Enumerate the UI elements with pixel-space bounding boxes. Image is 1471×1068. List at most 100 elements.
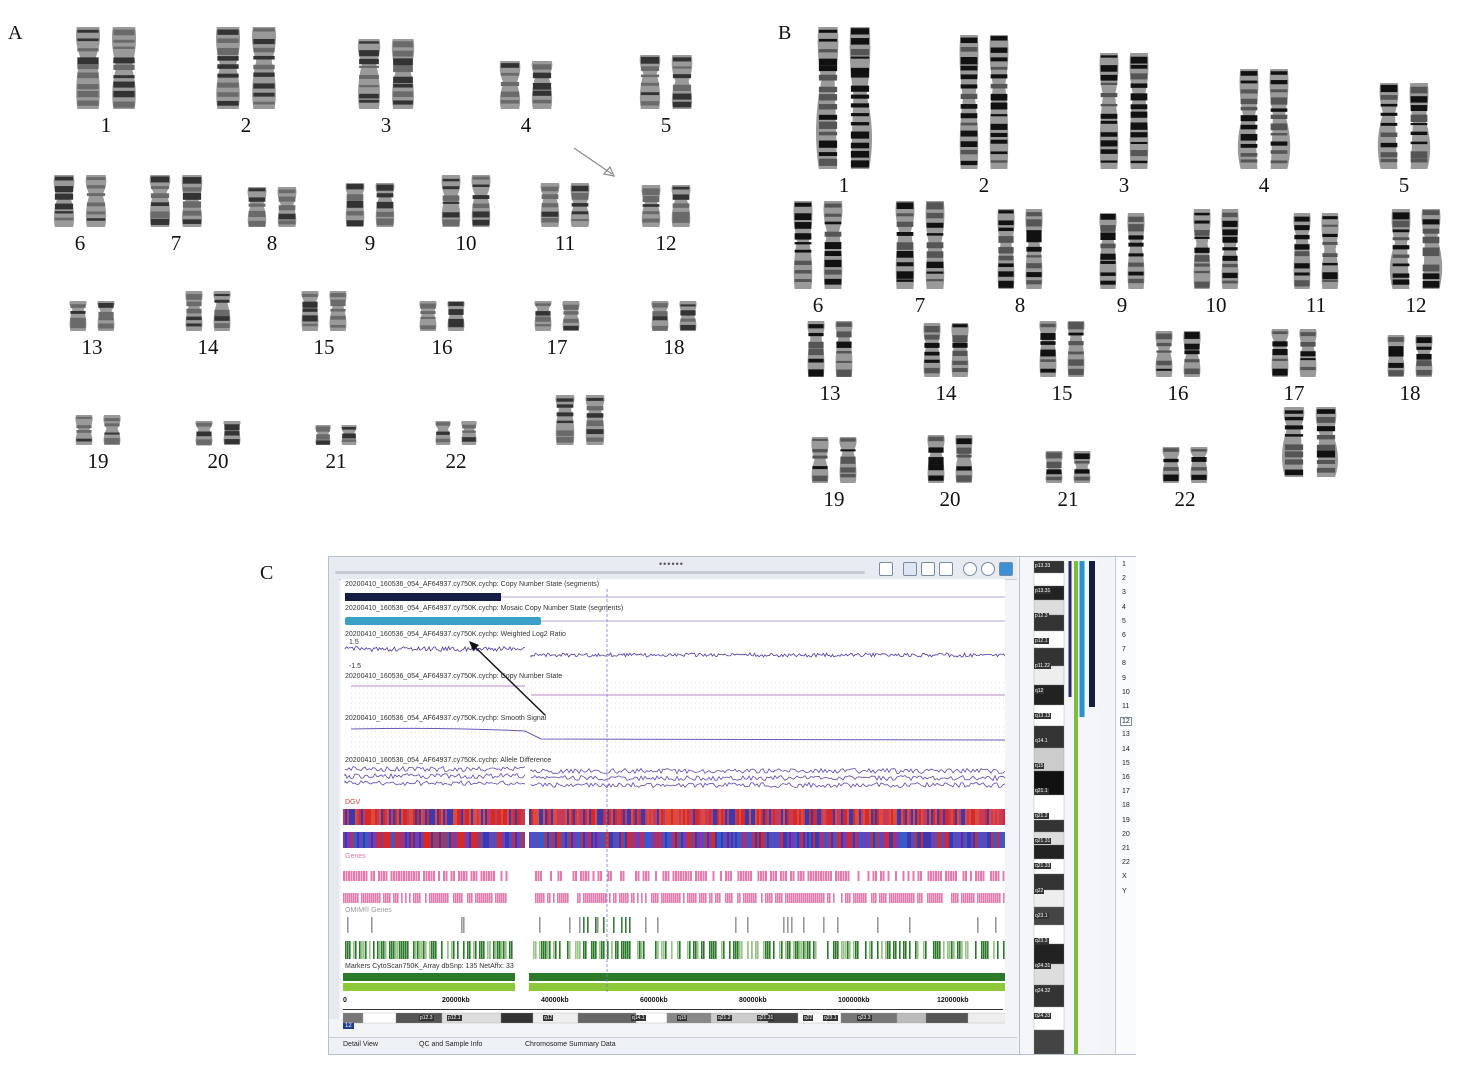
chromosome-list-item-8[interactable]: 8: [1122, 660, 1126, 668]
panel-a-chromosome-15: 15: [284, 288, 364, 358]
tab-qc-sample-info[interactable]: QC and Sample Info: [419, 1041, 483, 1048]
panel-b-chromosome-label: 9: [1116, 293, 1128, 317]
panel-a-chromosome-pair-17: [534, 301, 580, 331]
chromosome-ideogram-horizontal[interactable]: [341, 1011, 1005, 1025]
chromosome-list-item-6[interactable]: 6: [1122, 632, 1126, 639]
band-label: q21.2: [717, 1015, 732, 1021]
chromosome-list-item-11[interactable]: 11: [1122, 703, 1130, 710]
panel-b-chromosome-pair-20: [927, 435, 973, 483]
panel-b-chromosome-pair-9: [1099, 213, 1145, 289]
chromosome-list-item-4[interactable]: 4: [1122, 603, 1126, 611]
panel-b-chromosome-pair-6: [793, 201, 843, 289]
tab-detail-view[interactable]: Detail View: [343, 1041, 378, 1048]
panel-a-chromosome-label: 10: [455, 231, 477, 255]
band-label: q14.1: [631, 1015, 646, 1021]
chromosome-list-item-16[interactable]: 16: [1122, 774, 1130, 781]
zoom-out-icon[interactable]: [981, 562, 995, 576]
side-band-label: q23.1: [1034, 913, 1049, 919]
chromosome-list-item-X[interactable]: X: [1122, 873, 1127, 881]
panel-a-chromosome-pair-21: [315, 425, 357, 445]
toolbar: ••••••: [329, 557, 1017, 580]
panel-a-letter: A: [8, 22, 23, 44]
panel-a-chromosome-pair-2: [215, 27, 277, 109]
chromosome-list-item-7[interactable]: 7: [1122, 646, 1126, 654]
lock-icon[interactable]: [879, 562, 893, 576]
panel-b-chromosome-pair-10: [1193, 209, 1239, 289]
side-band-label: q21.1: [1034, 788, 1049, 794]
chromosome-list-item-5[interactable]: 5: [1122, 617, 1126, 625]
panel-a-sex-chromosome-pair: [555, 395, 605, 445]
panel-b-chromosome-2: 2: [944, 32, 1024, 196]
panel-b-chromosome-5: 5: [1364, 80, 1444, 196]
chromosome-list-item-13[interactable]: 13: [1122, 731, 1130, 739]
panel-b-chromosome-label: 21: [1057, 487, 1079, 511]
chromosome-list-item-3[interactable]: 3: [1122, 589, 1126, 597]
axis-tick-label: 80000kb: [739, 997, 767, 1004]
axis-tick-label: 20000kb: [442, 997, 470, 1004]
panel-a-chromosome-pair-22: [435, 421, 477, 445]
drag-handle[interactable]: ••••••: [659, 559, 684, 569]
chromosome-list-item-Y[interactable]: Y: [1122, 887, 1127, 895]
chromosome-list-item-12[interactable]: 12: [1120, 717, 1132, 727]
panel-b-chromosome-pair-18: [1387, 335, 1433, 377]
panel-a-chromosome-pair-5: [639, 55, 693, 109]
panel-b-chromosome-12: 12: [1376, 206, 1456, 316]
track-title-allele: 20200410_160536_054_AF64937.cy750K.cychp…: [345, 757, 552, 764]
chromosome-list-item-20[interactable]: 20: [1122, 830, 1130, 838]
panel-b-chromosome-16: 16: [1138, 328, 1218, 404]
panel-b-sex-chromosome-pair: [1281, 407, 1339, 477]
chromosome-list-item-9[interactable]: 9: [1122, 674, 1126, 682]
karyotype-panel-b: 1 2 3 4 5 6 7 8 9 10 11 12 13 14 15 16 17 18 19 20 21 22: [0, 0, 1471, 530]
chromosome-list-item-15[interactable]: 15: [1122, 759, 1130, 767]
chromosome-list-item-2[interactable]: 2: [1122, 575, 1126, 583]
panel-b-chromosome-label: 12: [1405, 293, 1427, 317]
panel-b-chromosome-pair-15: [1039, 321, 1085, 377]
panel-a-chromosome-13: 13: [52, 298, 132, 358]
chromosome-list-item-21[interactable]: 21: [1122, 845, 1130, 852]
chromosome-ideogram-vertical[interactable]: p13.33 p13.31 p12.3 p12.1 p11.22 q12 q13.13 q14…: [1019, 557, 1098, 1054]
panel-b-chromosome-label: 8: [1014, 293, 1026, 317]
tab-chromosome-summary[interactable]: Chromosome Summary Data: [525, 1041, 616, 1048]
panel-b-chromosome-label: 16: [1167, 381, 1189, 405]
panel-a-chromosome-1: 1: [66, 24, 146, 136]
track-title-log2: 20200410_160536_054_AF64937.cy750K.cychp…: [345, 631, 566, 638]
axis-tick-label: 0: [343, 997, 347, 1004]
panel-b-chromosome-label: 7: [914, 293, 926, 317]
zoom-slider[interactable]: [335, 571, 865, 574]
panel-a-chromosome-label: 16: [431, 335, 453, 359]
side-band-label: q13.13: [1034, 713, 1052, 719]
chromosome-list-item-1[interactable]: 1: [1122, 561, 1126, 568]
panel-b-chromosome-pair-22: [1162, 447, 1208, 483]
panel-b-chromosome-pair-16: [1155, 331, 1201, 377]
panel-b-chromosome-pair-11: [1293, 213, 1339, 289]
chromosome-list-item-22[interactable]: 22: [1122, 859, 1130, 867]
panel-a-chromosome-pair-12: [641, 185, 691, 227]
chromosome-list-item-19[interactable]: 19: [1122, 816, 1130, 824]
panel-b-chromosome-pair-14: [923, 323, 969, 377]
panel-a-chromosome-label: 17: [546, 335, 568, 359]
chromosome-list-item-10[interactable]: 10: [1122, 688, 1130, 696]
panel-b-chromosome-pair-12: [1389, 209, 1443, 289]
chromosome-list-item-14[interactable]: 14: [1122, 745, 1130, 753]
panel-a-chromosome-pair-11: [540, 183, 590, 227]
panel-b-chromosome-3: 3: [1084, 50, 1164, 196]
panel-a-chromosome-pair-20: [195, 421, 241, 446]
track-area[interactable]: 20200410_160536_054_AF64937.cy750K.cychp…: [341, 579, 1005, 1019]
link-icon[interactable]: [921, 562, 935, 576]
vertical-scrollbar[interactable]: [329, 579, 339, 1019]
panel-b-chromosome-pair-3: [1099, 53, 1149, 169]
panel-b-chromosome-21: 21: [1028, 448, 1108, 510]
chromosome-list-item-17[interactable]: 17: [1122, 788, 1130, 796]
pan-icon[interactable]: [939, 562, 953, 576]
panel-b-chromosome-6: 6: [778, 198, 858, 316]
chromosome-list-item-18[interactable]: 18: [1122, 802, 1130, 810]
panel-b-chromosome-20: 20: [910, 432, 990, 510]
panel-b-chromosome-label: 19: [823, 487, 845, 511]
side-band-label: p12.1: [1034, 638, 1049, 644]
pointer-icon[interactable]: [903, 562, 917, 576]
fit-view-icon[interactable]: [999, 562, 1013, 576]
panel-a-chromosome-label: 20: [207, 449, 229, 473]
zoom-in-icon[interactable]: [963, 562, 977, 576]
chas-software-window: •••••• 20200410_160536_054_AF64937.cy750…: [328, 556, 1136, 1055]
panel-a-chromosome-label: 5: [660, 113, 672, 137]
